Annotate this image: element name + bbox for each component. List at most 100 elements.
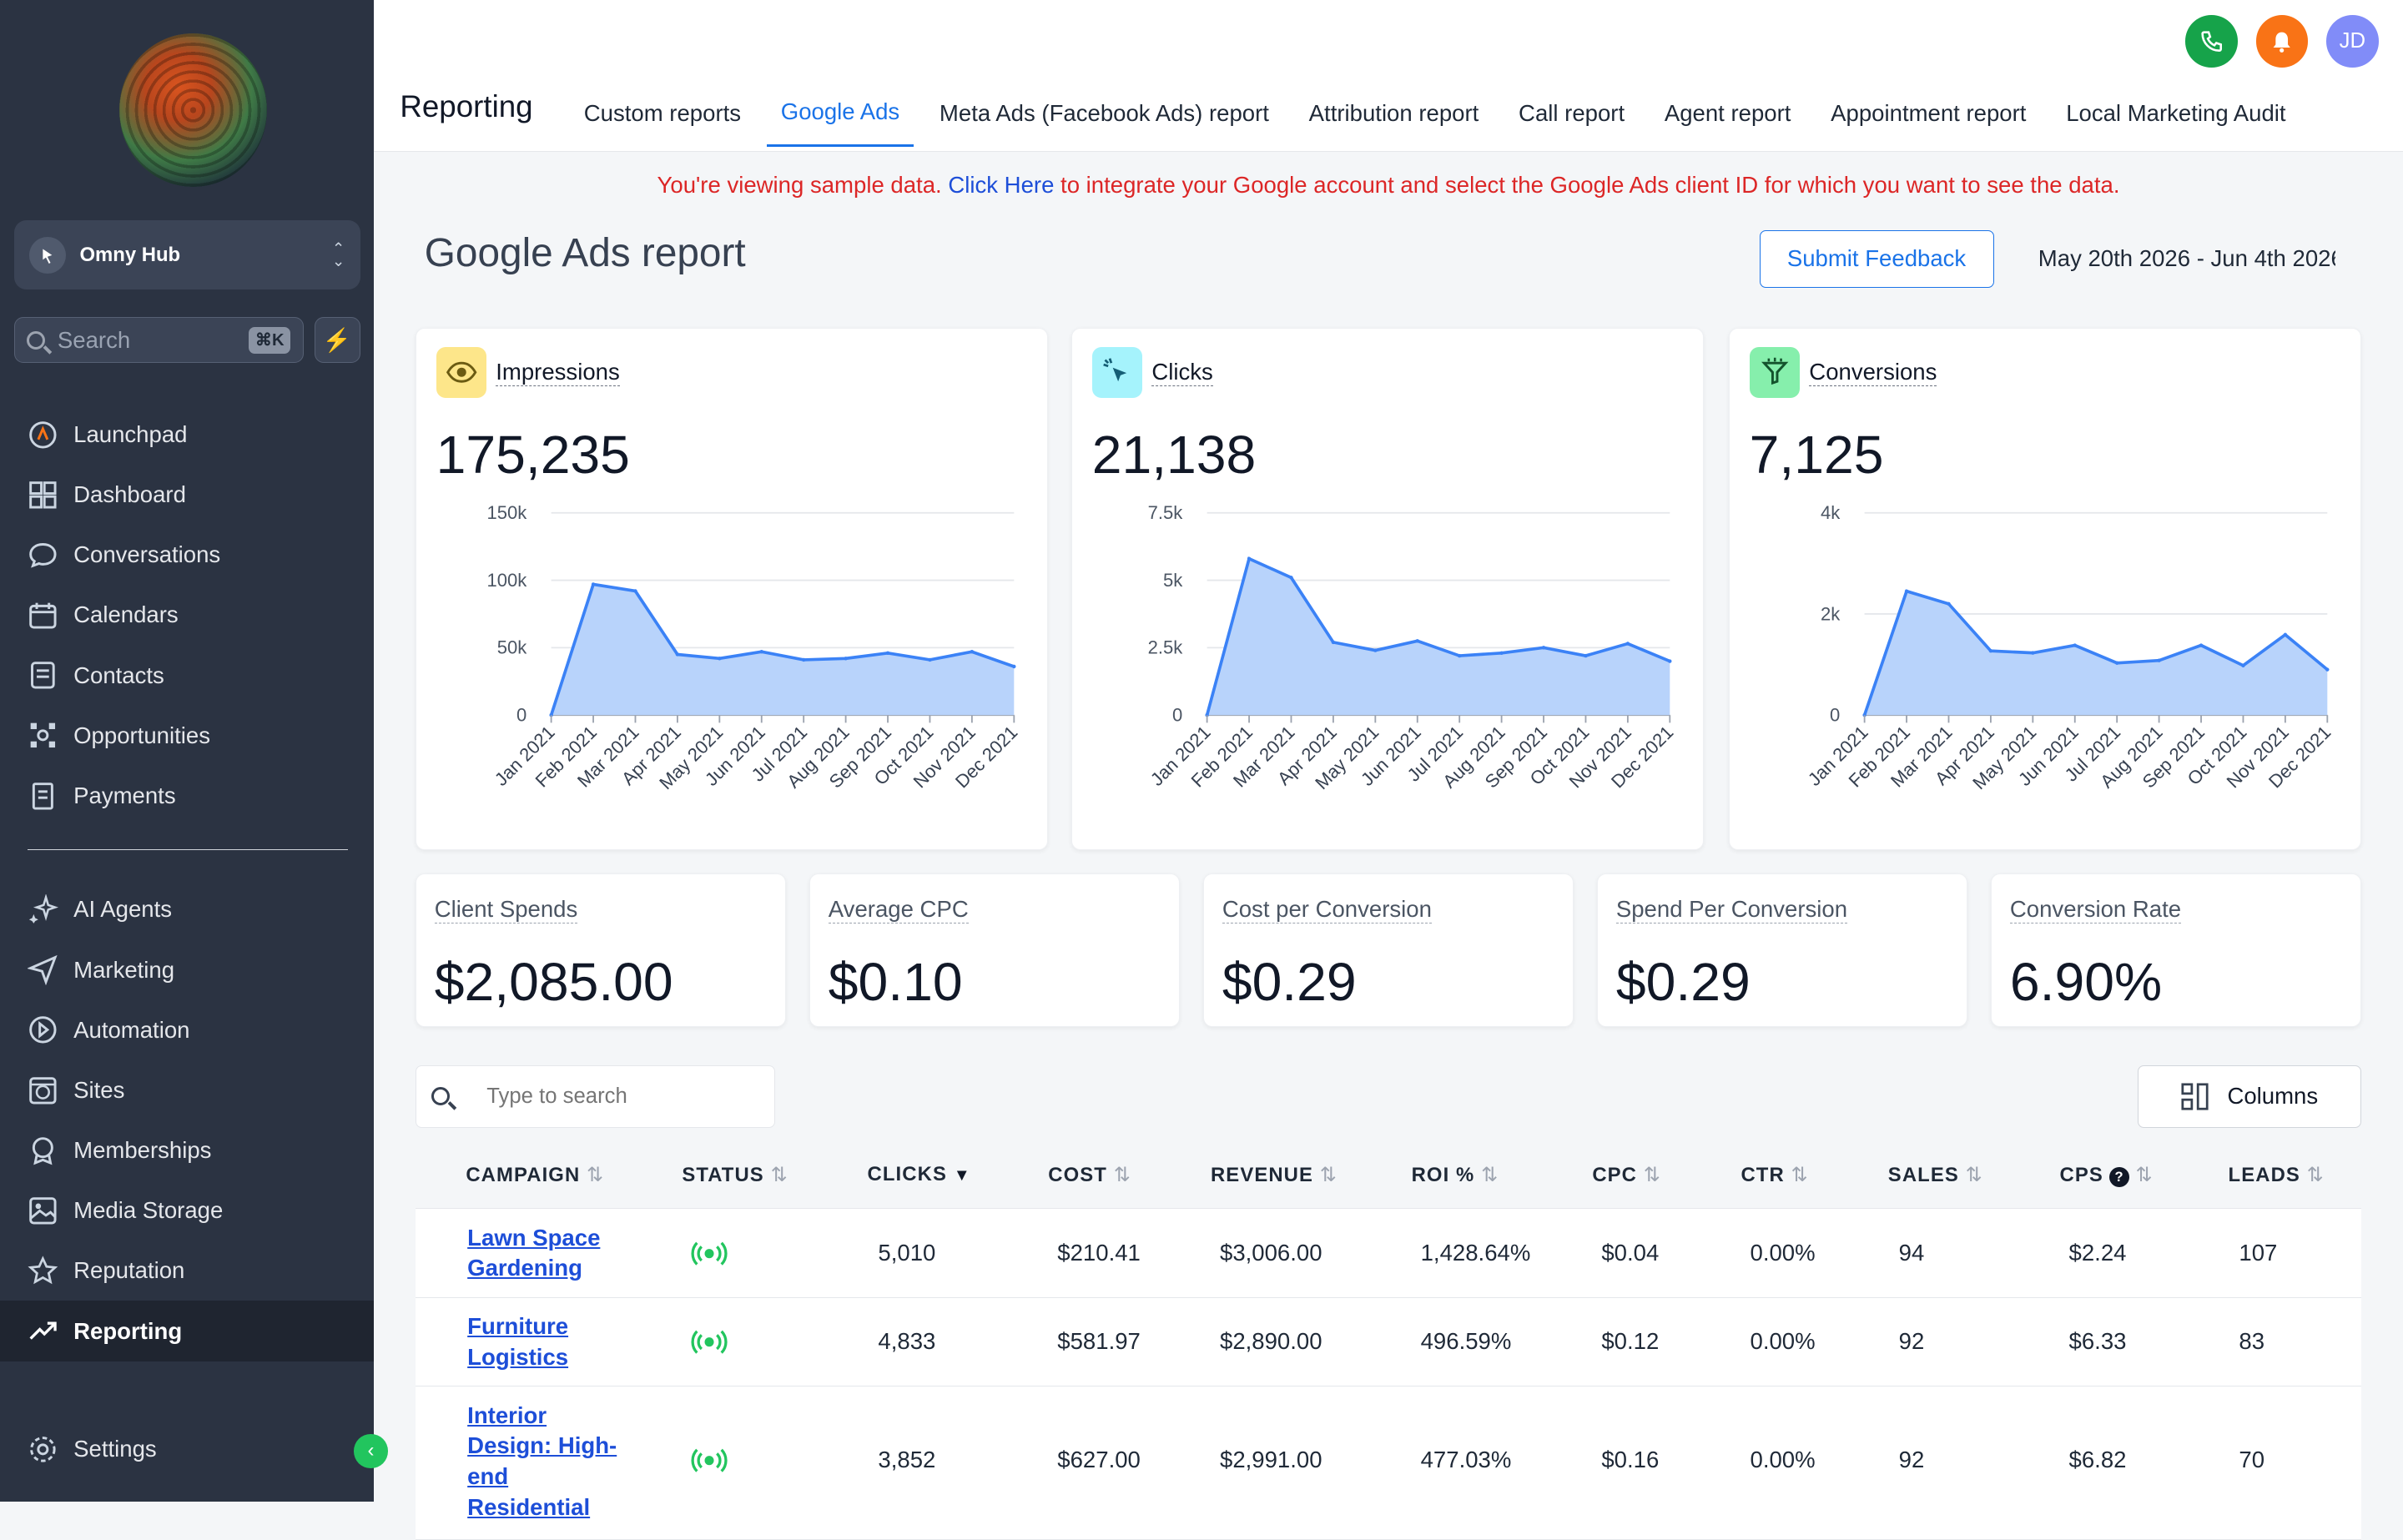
y-tick-label: 100k <box>486 570 527 591</box>
metric-value: 7,125 <box>1749 424 1884 485</box>
data-point <box>1457 653 1462 657</box>
sort-icon: ⇅ <box>770 1164 788 1187</box>
tab-google-ads[interactable]: Google Ads <box>767 80 914 148</box>
quick-action-bolt-icon[interactable]: ⚡ <box>314 317 360 364</box>
col-ctr[interactable]: CTR ⇅ <box>1741 1163 1808 1187</box>
columns-button[interactable]: Columns <box>2138 1064 2362 1128</box>
status-live-icon <box>691 1448 728 1472</box>
metric-label[interactable]: Conversions <box>1809 358 1937 386</box>
kpi-label[interactable]: Conversion Rate <box>2009 895 2182 923</box>
calendar-icon <box>28 600 58 631</box>
metric-label[interactable]: Clicks <box>1151 358 1213 386</box>
data-point <box>1373 648 1378 652</box>
tab-custom-reports[interactable]: Custom reports <box>583 99 742 126</box>
sort-icon: ⇅ <box>2306 1164 2325 1187</box>
data-point <box>970 649 974 654</box>
sidebar-item-ai-agents[interactable]: AI Agents <box>0 879 374 939</box>
sort-icon: ⇅ <box>1643 1164 1661 1187</box>
sidebar-item-label: Calendars <box>73 601 179 628</box>
y-tick-label: 2k <box>1821 603 1841 624</box>
tab-meta-ads[interactable]: Meta Ads (Facebook Ads) report <box>939 99 1269 126</box>
tab-agent-report[interactable]: Agent report <box>1664 99 1791 126</box>
y-tick-label: 150k <box>486 502 527 523</box>
sidebar-item-conversations[interactable]: Conversations <box>0 525 374 585</box>
sidebar-item-label: Settings <box>73 1435 157 1462</box>
campaign-name-link[interactable]: Interior Design: High-end Residential <box>467 1401 621 1523</box>
col-sales[interactable]: SALES ⇅ <box>1888 1163 1983 1187</box>
col-cost[interactable]: COST ⇅ <box>1048 1163 1131 1187</box>
help-icon[interactable]: ? <box>2109 1167 2130 1187</box>
series-line <box>1205 556 1670 716</box>
sidebar-item-media-storage[interactable]: Media Storage <box>0 1180 374 1241</box>
data-point <box>927 657 932 662</box>
kpi-value: $0.29 <box>1222 951 1357 1012</box>
sort-icon: ⇅ <box>1791 1164 1809 1187</box>
sidebar-item-label: Dashboard <box>73 481 186 508</box>
sidebar-item-sites[interactable]: Sites <box>0 1060 374 1120</box>
y-tick-label: 2.5k <box>1147 637 1183 657</box>
table-search-input[interactable] <box>483 1082 744 1110</box>
sidebar-item-marketing[interactable]: Marketing <box>0 939 374 999</box>
kpi-label[interactable]: Cost per Conversion <box>1222 895 1432 923</box>
star-icon <box>28 1256 58 1286</box>
sidebar-item-label: Automation <box>73 1016 190 1043</box>
header-actions: JD <box>2185 15 2379 68</box>
sidebar-item-settings[interactable]: Settings <box>0 1419 374 1479</box>
kpi-label[interactable]: Spend Per Conversion <box>1615 895 1848 923</box>
col-cps[interactable]: CPS? ⇅ <box>2060 1163 2154 1187</box>
data-point <box>1289 575 1293 580</box>
col-roi[interactable]: ROI % ⇅ <box>1412 1163 1499 1187</box>
tab-appointment-report[interactable]: Appointment report <box>1831 99 2027 126</box>
sidebar-item-opportunities[interactable]: Opportunities <box>0 706 374 766</box>
sidebar-item-label: Reputation <box>73 1257 185 1284</box>
sidebar-item-contacts[interactable]: Contacts <box>0 646 374 706</box>
col-label: CLICKS <box>867 1163 947 1186</box>
col-campaign[interactable]: CAMPAIGN ⇅ <box>466 1163 604 1187</box>
cell-leads: 70 <box>2239 1446 2265 1472</box>
cell-clicks: 4,833 <box>878 1328 936 1355</box>
account-switcher[interactable]: Omny Hub ⌃ ⌄ <box>13 220 360 290</box>
col-cpc[interactable]: CPC ⇅ <box>1592 1163 1661 1187</box>
col-revenue[interactable]: REVENUE ⇅ <box>1211 1163 1338 1187</box>
sidebar-item-launchpad[interactable]: Launchpad <box>0 405 374 465</box>
kpi-card-average-cpc: Average CPC $0.10 <box>809 873 1181 1027</box>
data-point <box>844 656 848 661</box>
sidebar-item-automation[interactable]: Automation <box>0 1000 374 1060</box>
company-logo[interactable] <box>119 33 267 188</box>
payments-icon <box>28 781 58 812</box>
submit-feedback-button[interactable]: Submit Feedback <box>1759 229 1994 289</box>
sidebar-item-dashboard[interactable]: Dashboard <box>0 465 374 525</box>
sidebar-item-payments[interactable]: Payments <box>0 766 374 826</box>
metric-label[interactable]: Impressions <box>496 358 620 386</box>
col-clicks[interactable]: CLICKS ▼ <box>868 1163 971 1186</box>
section-title: Reporting <box>400 88 533 123</box>
opportunities-icon <box>28 720 58 751</box>
tab-local-marketing-audit[interactable]: Local Marketing Audit <box>2066 99 2286 126</box>
date-range-picker[interactable]: May 20th 2026 - Jun 4th 2026 <box>2038 244 2336 271</box>
sidebar-item-calendars[interactable]: Calendars <box>0 585 374 645</box>
cell-cost: $581.97 <box>1057 1328 1141 1355</box>
bell-icon[interactable] <box>2255 15 2309 68</box>
campaign-name-line: Interior <box>467 1402 547 1428</box>
integrate-google-link[interactable]: Click Here <box>948 171 1055 198</box>
campaign-name-link[interactable]: Furniture Logistics <box>467 1311 621 1372</box>
campaign-name-link[interactable]: Lawn Space Gardening <box>467 1223 621 1284</box>
tab-attribution-report[interactable]: Attribution report <box>1308 99 1479 126</box>
series-line <box>1862 589 2329 716</box>
kpi-label[interactable]: Average CPC <box>828 895 969 923</box>
phone-icon[interactable] <box>2185 15 2238 68</box>
sidebar-item-memberships[interactable]: Memberships <box>0 1120 374 1180</box>
col-status[interactable]: STATUS ⇅ <box>682 1163 788 1187</box>
tab-call-report[interactable]: Call report <box>1519 99 1625 126</box>
sidebar-item-reporting[interactable]: Reporting <box>0 1301 375 1361</box>
kpi-label[interactable]: Client Spends <box>434 895 578 923</box>
series-area <box>551 584 1015 715</box>
sidebar-search-placeholder: Search <box>57 326 131 353</box>
col-leads[interactable]: LEADS ⇅ <box>2229 1163 2325 1187</box>
data-point <box>1415 638 1419 643</box>
user-avatar[interactable]: JD <box>2326 15 2379 68</box>
sidebar-search[interactable]: Search ⌘K <box>13 317 304 364</box>
sidebar-item-reputation[interactable]: Reputation <box>0 1241 374 1301</box>
collapse-sidebar-chevron-left-icon[interactable]: ‹ <box>354 1434 388 1468</box>
